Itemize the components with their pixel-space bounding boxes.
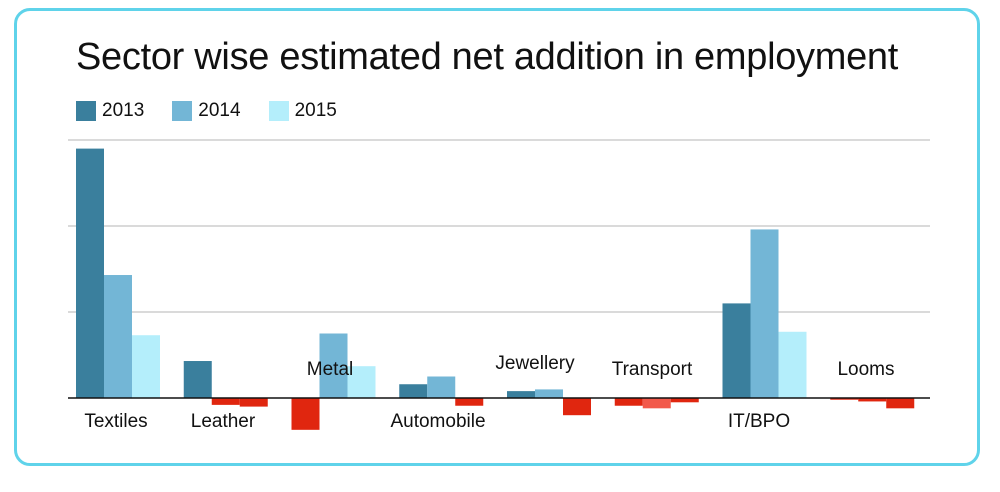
legend-swatch-2013 — [76, 101, 96, 121]
bar-2014-automobile — [427, 376, 456, 398]
bar-2014-textiles — [104, 275, 132, 398]
bar-2013-itbpo — [722, 303, 751, 398]
bar-2014-leather — [211, 398, 240, 405]
bar-2013-textiles — [76, 148, 104, 398]
bar-2014-looms — [858, 398, 887, 402]
bar-2013-metal — [291, 398, 320, 430]
bar-2015-transport — [670, 398, 699, 403]
legend-item-2015: 2015 — [268, 100, 337, 122]
bar-2015-itbpo — [778, 331, 807, 398]
bar-2014-metal — [319, 333, 348, 398]
bar-2015-automobile — [455, 398, 484, 406]
bar-2015-leather — [239, 398, 268, 407]
category-label-metal: Metal — [307, 359, 353, 380]
bar-2014-jewellery — [535, 389, 563, 398]
bar-2015-looms — [886, 398, 915, 409]
category-label-jewellery: Jewellery — [495, 353, 575, 374]
category-label-transport: Transport — [612, 359, 693, 380]
category-label-looms: Looms — [837, 359, 894, 380]
category-label-itbpo: IT/BPO — [728, 411, 790, 432]
category-label-automobile: Automobile — [390, 411, 485, 432]
category-label-textiles: Textiles — [84, 411, 147, 432]
bar-2013-leather — [183, 361, 212, 398]
legend-label-2015: 2015 — [294, 100, 337, 121]
legend-label-2013: 2013 — [102, 100, 145, 121]
legend-swatch-2014 — [172, 101, 193, 121]
chart-title: Sector wise estimated net addition in em… — [76, 36, 899, 78]
legend-swatch-2015 — [268, 101, 289, 121]
bar-2015-textiles — [132, 335, 160, 398]
legend-label-2014: 2014 — [198, 100, 241, 121]
bar-2014-itbpo — [750, 229, 779, 398]
bar-2013-transport — [614, 398, 643, 406]
bar-2015-metal — [347, 366, 376, 398]
bar-2013-automobile — [399, 384, 428, 398]
legend-item-2014: 2014 — [172, 100, 241, 122]
category-label-leather: Leather — [191, 411, 256, 432]
bar-2013-looms — [830, 398, 859, 400]
chart-frame — [14, 8, 980, 466]
bar-2013-jewellery — [507, 391, 535, 398]
legend-item-2013: 2013 — [76, 100, 144, 122]
legend: 2013 2014 2015 — [76, 100, 337, 122]
bar-2015-jewellery — [563, 398, 591, 416]
bar-2014-transport — [642, 398, 671, 409]
